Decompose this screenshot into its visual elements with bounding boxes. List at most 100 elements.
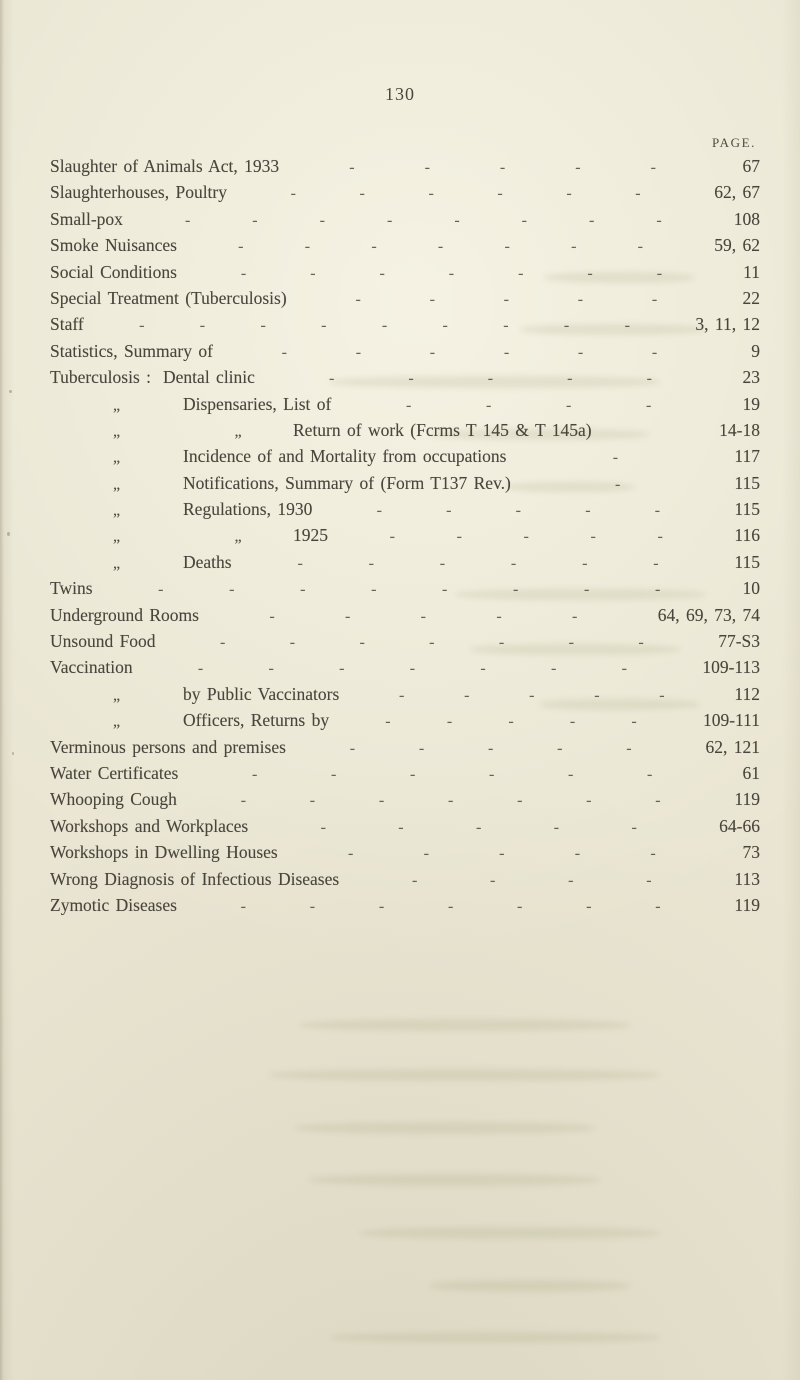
leader-dash: - [309, 792, 316, 810]
leader-dash: - [577, 343, 584, 361]
leader-dash: - [429, 343, 436, 361]
leader-dash: - [587, 264, 593, 282]
entry-label: Slaughter of Animals Act, 1933 [50, 156, 280, 176]
leader-dash: - [349, 739, 356, 757]
leader-dash: - [651, 290, 658, 308]
leader-dash: - [268, 660, 274, 678]
leader-dash: - [454, 211, 460, 229]
leader-dash: - [487, 370, 494, 388]
leader-dash: - [499, 159, 506, 176]
leader-dash: - [612, 449, 619, 467]
page-number: 10 [742, 578, 761, 599]
index-entry: Small-pox - - - - - - - - 108 [50, 209, 760, 235]
ditto-mark: „ [112, 502, 121, 520]
entry-label: Workshops in Dwelling Houses [50, 842, 278, 863]
leader-dash: - [424, 159, 430, 176]
page-number: 115 [734, 551, 760, 572]
showthrough-smudge [295, 1122, 595, 1134]
scanned-index-page: 130 PAGE. Slaughter of Animals Act, 1933… [0, 84, 800, 1380]
page-number: 22 [742, 287, 761, 308]
leader-dash: - [503, 317, 509, 335]
leader-dash: - [158, 581, 164, 599]
leader-dash: - [490, 871, 496, 889]
dash-leader: ----- [199, 608, 648, 626]
index-entry: Zymotic Diseases - - - - - - - 119 [50, 895, 760, 921]
index-entry: Underground Rooms - - - - - 64, 69, 73, 74 [50, 605, 760, 631]
dash-leader: ------- [177, 792, 724, 810]
leader-dash: - [624, 317, 630, 335]
leader-dash: - [398, 818, 404, 836]
leader-dash: - [139, 317, 145, 335]
leader-dash: - [566, 185, 572, 203]
entry-label: Staff [50, 314, 84, 335]
leader-dash: - [645, 396, 652, 414]
leader-dash: - [423, 845, 429, 863]
leader-dash: - [585, 502, 591, 520]
page-number: 11 [743, 261, 760, 282]
leader-dash: - [409, 660, 416, 678]
index-entry: „ „ 1925 - - - - - 116 [50, 525, 760, 551]
leader-dash: - [626, 739, 632, 757]
leader-dash: - [513, 581, 519, 599]
leader-dash: - [568, 634, 574, 652]
dash-leader: - [506, 449, 724, 467]
dash-leader: -------- [93, 581, 726, 599]
leader-dash: - [590, 528, 596, 546]
leader-dash: - [651, 343, 658, 361]
entry-label: Tuberculosis : [50, 367, 152, 388]
showthrough-smudge [270, 1069, 660, 1081]
leader-dash: - [476, 818, 482, 836]
leader-dash: - [410, 765, 416, 783]
dash-leader: --------- [84, 317, 686, 335]
index-entry: „ by Public Vaccinators - - - - - 112 [50, 684, 760, 710]
ditto-mark: „ [112, 554, 121, 572]
leader-dash: - [517, 792, 523, 810]
leader-dash: - [518, 264, 524, 282]
leader-dash: - [240, 264, 247, 282]
leader-dash: - [654, 581, 661, 599]
ditto-mark: „ [112, 396, 121, 414]
leader-dash: - [376, 502, 382, 520]
leader-dash: - [281, 343, 287, 361]
page-number: 119 [734, 789, 760, 810]
leader-dash: - [586, 897, 592, 915]
entry-sublabel: Dental clinic [163, 367, 255, 388]
showthrough-smudge [430, 1280, 630, 1292]
leader-dash: - [238, 238, 244, 256]
dash-leader: ---- [331, 397, 726, 415]
leader-dash: - [355, 343, 362, 361]
entry-label: Underground Rooms [50, 604, 199, 625]
dash-leader: ----- [255, 370, 726, 388]
page-number: 14-18 [719, 419, 760, 440]
index-entry: Statistics, Summary of - - - - - - 9 [50, 341, 760, 367]
dash-leader: ----- [287, 291, 726, 309]
leader-dash: - [368, 554, 374, 572]
leader-dash: - [252, 211, 258, 229]
dash-leader: ----- [329, 713, 693, 731]
entry-sublabel: Officers, Returns by [183, 710, 330, 731]
page-number: 64, 69, 73, 74 [657, 604, 760, 625]
page-number: 117 [734, 446, 760, 467]
leader-dash: - [594, 686, 600, 704]
index-entry: Vaccination - - - - - - - 109-113 [50, 657, 760, 683]
leader-dash: - [240, 792, 247, 810]
leader-dash: - [437, 238, 444, 256]
entry-sublabel: Regulations, 1930 [183, 499, 313, 520]
page-number: 67 [742, 156, 761, 176]
index-entry: Slaughter of Animals Act, 1933 - - - - - 67 [50, 156, 760, 182]
leader-dash: - [378, 792, 385, 810]
page-number: 62, 67 [714, 182, 760, 203]
leader-dash: - [557, 739, 563, 757]
leader-dash: - [320, 818, 326, 836]
leader-dash: - [428, 185, 434, 203]
leader-dash: - [504, 238, 510, 256]
index-entry: Wrong Diagnosis of Infectious Diseases - -… [50, 869, 760, 895]
leader-dash: - [565, 396, 572, 414]
leader-dash: - [572, 607, 578, 625]
leader-dash: - [577, 290, 584, 308]
leader-dash: - [385, 713, 391, 731]
leader-dash: - [252, 765, 258, 783]
leader-dash: - [197, 660, 204, 678]
leader-dash: - [614, 475, 621, 493]
index-entry: „ Regulations, 1930 - - - - - 115 [50, 499, 760, 525]
